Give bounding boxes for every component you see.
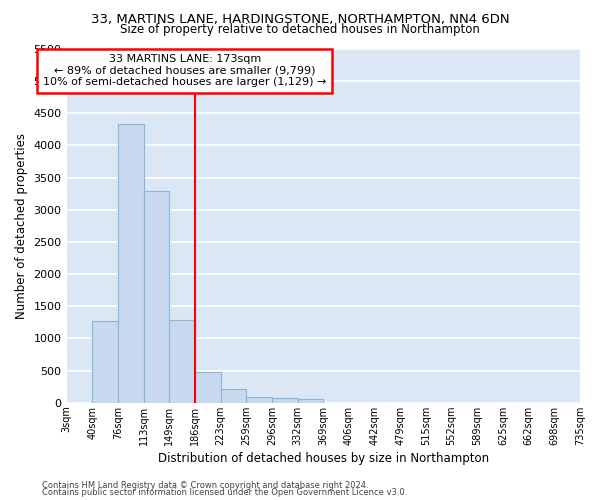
Text: Size of property relative to detached houses in Northampton: Size of property relative to detached ho… [120, 22, 480, 36]
X-axis label: Distribution of detached houses by size in Northampton: Distribution of detached houses by size … [158, 452, 489, 465]
Bar [272, 398, 298, 403]
Bar [143, 190, 169, 403]
Bar [195, 372, 221, 403]
Text: Contains HM Land Registry data © Crown copyright and database right 2024.: Contains HM Land Registry data © Crown c… [42, 480, 368, 490]
Bar [246, 397, 272, 403]
Bar [118, 124, 143, 403]
Text: 33 MARTINS LANE: 173sqm
← 89% of detached houses are smaller (9,799)
10% of semi: 33 MARTINS LANE: 173sqm ← 89% of detache… [43, 54, 326, 88]
Bar [92, 321, 118, 403]
Text: 33, MARTINS LANE, HARDINGSTONE, NORTHAMPTON, NN4 6DN: 33, MARTINS LANE, HARDINGSTONE, NORTHAMP… [91, 12, 509, 26]
Bar [298, 399, 323, 403]
Text: Contains public sector information licensed under the Open Government Licence v3: Contains public sector information licen… [42, 488, 407, 497]
Bar [169, 320, 195, 403]
Y-axis label: Number of detached properties: Number of detached properties [15, 133, 28, 319]
Bar [221, 390, 246, 403]
